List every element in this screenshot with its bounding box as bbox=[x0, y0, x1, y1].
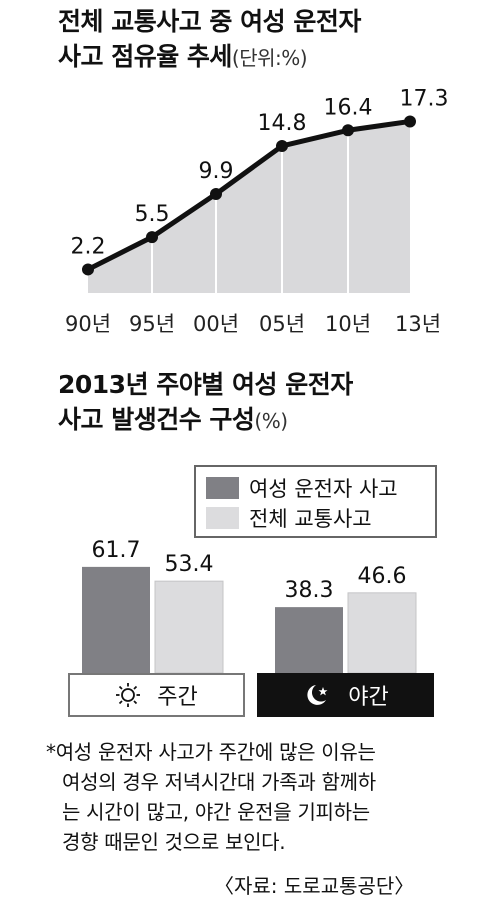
chart1-title-line2: 사고 점유율 추세 bbox=[58, 42, 232, 71]
data-point bbox=[276, 139, 288, 152]
data-point bbox=[210, 187, 222, 200]
bar-female bbox=[275, 607, 343, 673]
legend-swatch-total bbox=[206, 507, 239, 529]
share-trend-area-chart: 2.2 5.5 9.9 14.8 16.4 17.3 90년 95년 00년 05년 10년 13년 bbox=[65, 86, 449, 336]
legend-swatch-female bbox=[206, 477, 239, 499]
note-line2: 여성의 경우 저녁시간대 가족과 함께하 bbox=[62, 770, 376, 794]
area-fill bbox=[88, 121, 410, 294]
night-category-box: 야간 bbox=[257, 673, 434, 717]
day-night-bar-chart: 61.7 53.4 38.3 46.6 bbox=[82, 540, 417, 674]
data-label: 14.8 bbox=[258, 111, 307, 136]
moon-star-icon bbox=[307, 685, 328, 705]
x-tick-label: 95년 bbox=[129, 312, 175, 336]
data-point bbox=[404, 115, 416, 128]
chart1-title-line2-wrap: 사고 점유율 추세(단위:%) bbox=[58, 40, 308, 75]
legend-item-female: 여성 운전자 사고 bbox=[206, 475, 398, 501]
x-tick-label: 00년 bbox=[193, 312, 239, 336]
chart2-legend: 여성 운전자 사고 전체 교통사고 bbox=[194, 465, 437, 538]
bar-value-label: 46.6 bbox=[358, 564, 407, 589]
bar-female bbox=[82, 566, 150, 673]
legend-label-female: 여성 운전자 사고 bbox=[249, 477, 398, 501]
note-line1: *여성 운전자 사고가 주간에 많은 이유는 bbox=[46, 740, 376, 764]
bar-value-label: 53.4 bbox=[165, 552, 214, 577]
data-point bbox=[146, 231, 158, 244]
data-point bbox=[342, 124, 354, 137]
note-line4: 경향 때문인 것으로 보인다. bbox=[62, 830, 286, 854]
x-tick-label: 10년 bbox=[325, 312, 371, 336]
data-label: 17.3 bbox=[400, 86, 449, 111]
x-tick-label: 13년 bbox=[395, 312, 441, 336]
night-label: 야간 bbox=[348, 685, 389, 710]
data-label: 16.4 bbox=[324, 95, 373, 120]
trend-line bbox=[86, 118, 411, 272]
legend-item-total: 전체 교통사고 bbox=[206, 505, 372, 531]
sun-icon bbox=[116, 683, 141, 707]
chart2-title-line2-wrap: 사고 발생건수 구성(%) bbox=[58, 403, 288, 438]
chart2-title-line1: 2013년 주야별 여성 운전자 bbox=[58, 370, 353, 399]
chart1-unit: (단위:%) bbox=[231, 46, 308, 70]
bar-total bbox=[154, 580, 224, 674]
data-label: 5.5 bbox=[135, 202, 170, 227]
chart1-title-line1: 전체 교통사고 중 여성 운전자 bbox=[58, 7, 361, 36]
bar-value-label: 38.3 bbox=[285, 578, 334, 603]
x-tick-label: 05년 bbox=[259, 312, 305, 336]
data-label: 9.9 bbox=[199, 159, 234, 184]
day-category-box: 주간 bbox=[68, 673, 245, 717]
day-label: 주간 bbox=[157, 685, 198, 710]
chart2-unit: (%) bbox=[254, 409, 288, 433]
data-point bbox=[82, 263, 94, 276]
legend-label-total: 전체 교통사고 bbox=[249, 507, 372, 531]
source-credit: 〈자료: 도로교통공단〉 bbox=[214, 874, 415, 898]
bar-value-label: 61.7 bbox=[92, 540, 141, 563]
note-line3: 는 시간이 많고, 야간 운전을 기피하는 bbox=[62, 800, 370, 824]
data-label: 2.2 bbox=[71, 234, 106, 259]
bar-total bbox=[347, 592, 417, 674]
chart2-title-line2: 사고 발생건수 구성 bbox=[58, 405, 255, 434]
x-tick-label: 90년 bbox=[65, 312, 111, 336]
